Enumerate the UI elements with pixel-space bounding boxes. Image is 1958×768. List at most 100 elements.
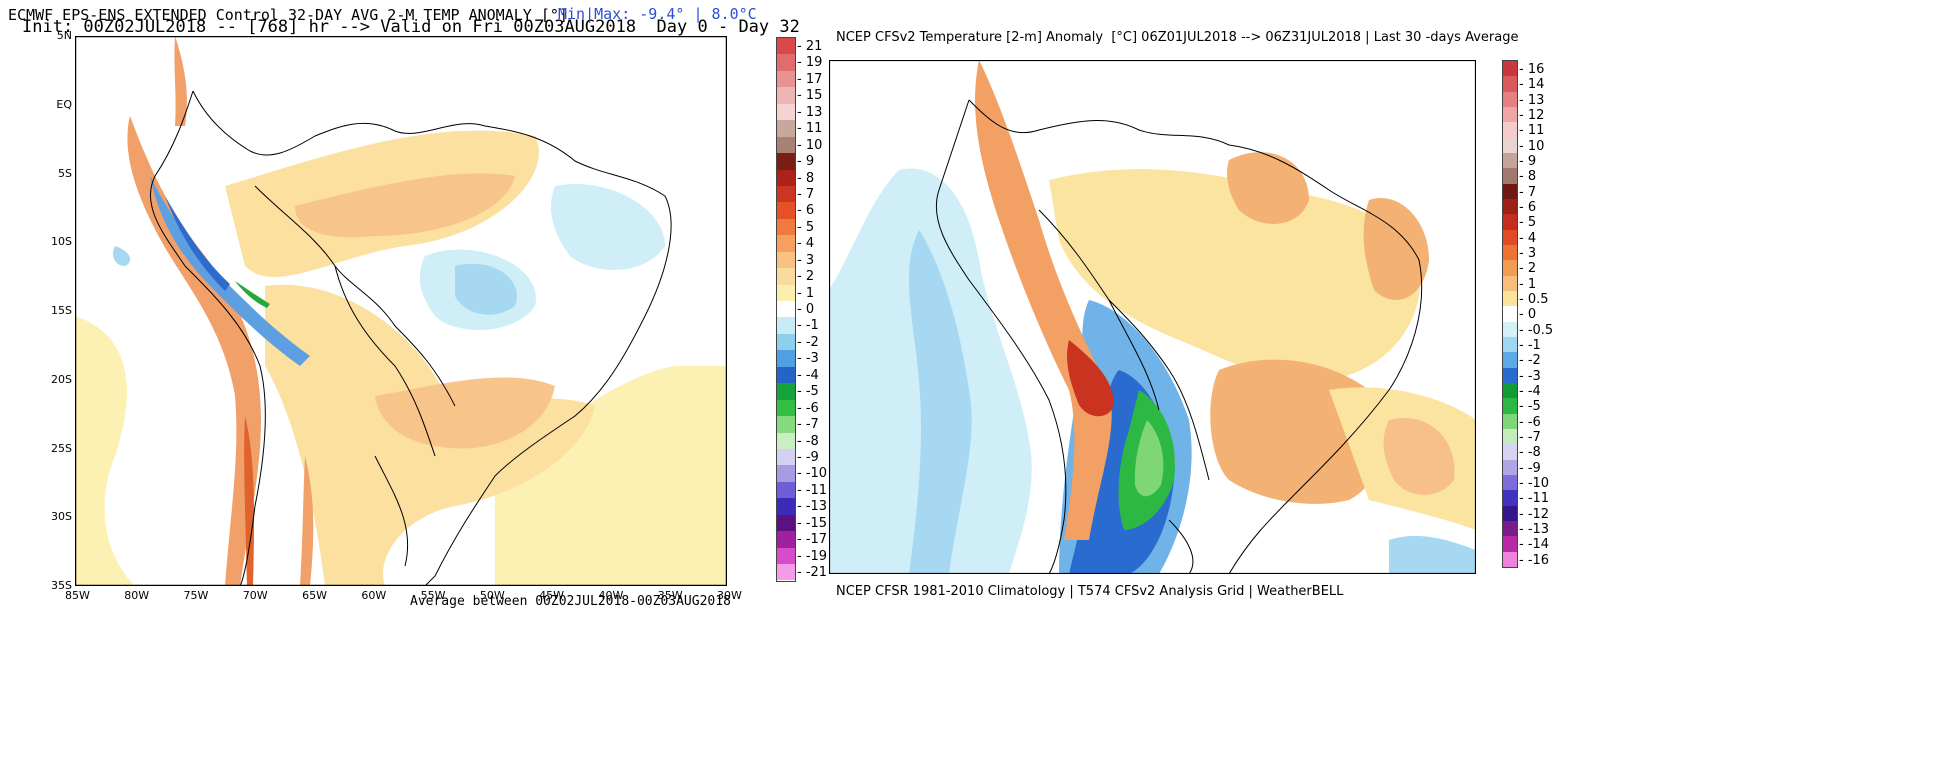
colorbar-label: - 4 — [797, 236, 815, 252]
longitude-tick-label: 40W — [598, 589, 624, 602]
colorbar-swatch — [1503, 336, 1517, 353]
colorbar-swatch — [1503, 152, 1517, 169]
colorbar-label: - -16 — [1519, 552, 1550, 568]
right-coastlines — [935, 99, 1423, 574]
latitude-tick-label: 15S — [51, 304, 72, 317]
colorbar-swatch — [1503, 198, 1517, 215]
colorbar-label: - 7 — [1519, 184, 1537, 200]
longitude-tick-label: 80W — [124, 589, 150, 602]
colorbar-swatch — [1503, 76, 1517, 92]
colorbar-swatch — [777, 251, 795, 269]
left-map-frame — [75, 36, 727, 586]
colorbar-swatch — [777, 498, 795, 515]
colorbar-label: - 10 — [797, 137, 823, 153]
longitude-tick-label: 75W — [183, 589, 209, 602]
left-coastlines — [150, 90, 672, 586]
left-cool-anomaly-fields — [113, 184, 665, 330]
colorbar-swatch — [777, 399, 795, 417]
right-colorbar — [1502, 60, 1518, 568]
colorbar-swatch — [777, 564, 795, 581]
colorbar-swatch — [1503, 490, 1517, 506]
colorbar-label: - -1 — [797, 318, 819, 334]
colorbar-swatch — [777, 465, 795, 482]
colorbar-label: - -9 — [797, 449, 819, 465]
colorbar-swatch — [777, 38, 795, 55]
longitude-tick-label: 65W — [302, 589, 327, 602]
colorbar-swatch — [1503, 290, 1517, 307]
colorbar-label: - 3 — [1519, 245, 1537, 261]
colorbar-swatch — [1503, 122, 1517, 138]
colorbar-label: - 6 — [797, 203, 815, 219]
colorbar-label: - 21 — [797, 39, 823, 54]
colorbar-swatch — [777, 235, 795, 252]
colorbar-label: - 0.5 — [1519, 291, 1549, 307]
colorbar-swatch — [777, 366, 795, 384]
colorbar-label: - 10 — [1519, 138, 1545, 154]
colorbar-swatch — [777, 448, 795, 466]
colorbar-label: - -2 — [1519, 353, 1541, 369]
colorbar-label: - -19 — [797, 548, 828, 564]
colorbar-swatch — [1503, 275, 1517, 291]
colorbar-label: - 0 — [1519, 307, 1537, 323]
colorbar-swatch — [1503, 61, 1517, 77]
colorbar-label: - 15 — [797, 88, 823, 104]
colorbar-swatch — [1503, 106, 1517, 123]
colorbar-swatch — [777, 547, 795, 564]
colorbar-label: - 9 — [1519, 153, 1537, 169]
colorbar-label: - 16 — [1519, 62, 1545, 77]
colorbar-swatch — [777, 284, 795, 301]
colorbar-label: - -14 — [1519, 537, 1550, 553]
colorbar-label: - 1 — [797, 285, 815, 301]
colorbar-swatch — [1503, 168, 1517, 184]
left-map-subtitle: Init: 00Z02JUL2018 -- [768] hr --> Valid… — [22, 17, 800, 37]
colorbar-label: - 11 — [797, 121, 823, 137]
colorbar-label: - -5 — [1519, 399, 1541, 415]
colorbar-label: - -10 — [797, 466, 828, 482]
colorbar-label: - 2 — [797, 269, 815, 285]
colorbar-swatch — [777, 301, 795, 318]
colorbar-swatch — [777, 350, 795, 367]
colorbar-label: - -9 — [1519, 460, 1541, 476]
colorbar-label: - 17 — [797, 71, 823, 87]
latitude-tick-label: 35S — [51, 579, 72, 592]
colorbar-label: - -4 — [797, 367, 819, 383]
colorbar-label: - -10 — [1519, 475, 1550, 491]
latitude-tick-label: 5S — [58, 166, 72, 180]
colorbar-swatch — [777, 514, 795, 532]
colorbar-label: - -8 — [1519, 445, 1541, 461]
colorbar-swatch — [1503, 382, 1517, 399]
colorbar-swatch — [777, 185, 795, 203]
left-map-footer: Average between 00Z02JUL2018-00Z03AUG201… — [410, 594, 731, 609]
longitude-tick-label: 55W — [420, 589, 446, 602]
colorbar-label: - 4 — [1519, 230, 1537, 246]
colorbar-label: - -3 — [1519, 368, 1541, 384]
colorbar-swatch — [777, 202, 795, 219]
left-colorbar-labels: - 21- 19- 17- 15- 13- 11- 10- 9- 8- 7- 6… — [797, 37, 837, 580]
latitude-tick-label: 20S — [51, 372, 72, 386]
colorbar-label: - -13 — [1519, 521, 1550, 537]
left-colorbar — [776, 37, 796, 582]
left-map-title: ECMWF EPS-ENS EXTENDED Control 32-DAY AV… — [8, 6, 568, 24]
colorbar-swatch — [777, 383, 795, 400]
colorbar-label: - 0 — [797, 302, 815, 317]
colorbar-swatch — [777, 333, 795, 351]
right-map-frame — [829, 60, 1476, 574]
latitude-tick-label: 10S — [51, 235, 72, 249]
latitude-tick-label: 30S — [51, 510, 72, 524]
colorbar-label: - 11 — [1519, 123, 1545, 139]
colorbar-swatch — [777, 416, 795, 433]
colorbar-swatch — [1503, 91, 1517, 107]
colorbar-swatch — [1503, 536, 1517, 552]
colorbar-label: - -15 — [797, 515, 828, 531]
colorbar-swatch — [1503, 520, 1517, 537]
colorbar-swatch — [777, 136, 795, 154]
latitude-tick-label: 5N — [56, 29, 72, 42]
colorbar-swatch — [1503, 474, 1517, 491]
colorbar-label: - -7 — [797, 417, 819, 433]
colorbar-label: - -5 — [797, 384, 819, 400]
latitude-tick-label: EQ — [56, 97, 72, 111]
colorbar-swatch — [1503, 183, 1517, 199]
colorbar-label: - 1 — [1519, 276, 1537, 292]
colorbar-label: - -13 — [797, 499, 828, 515]
colorbar-label: - -3 — [797, 351, 819, 367]
